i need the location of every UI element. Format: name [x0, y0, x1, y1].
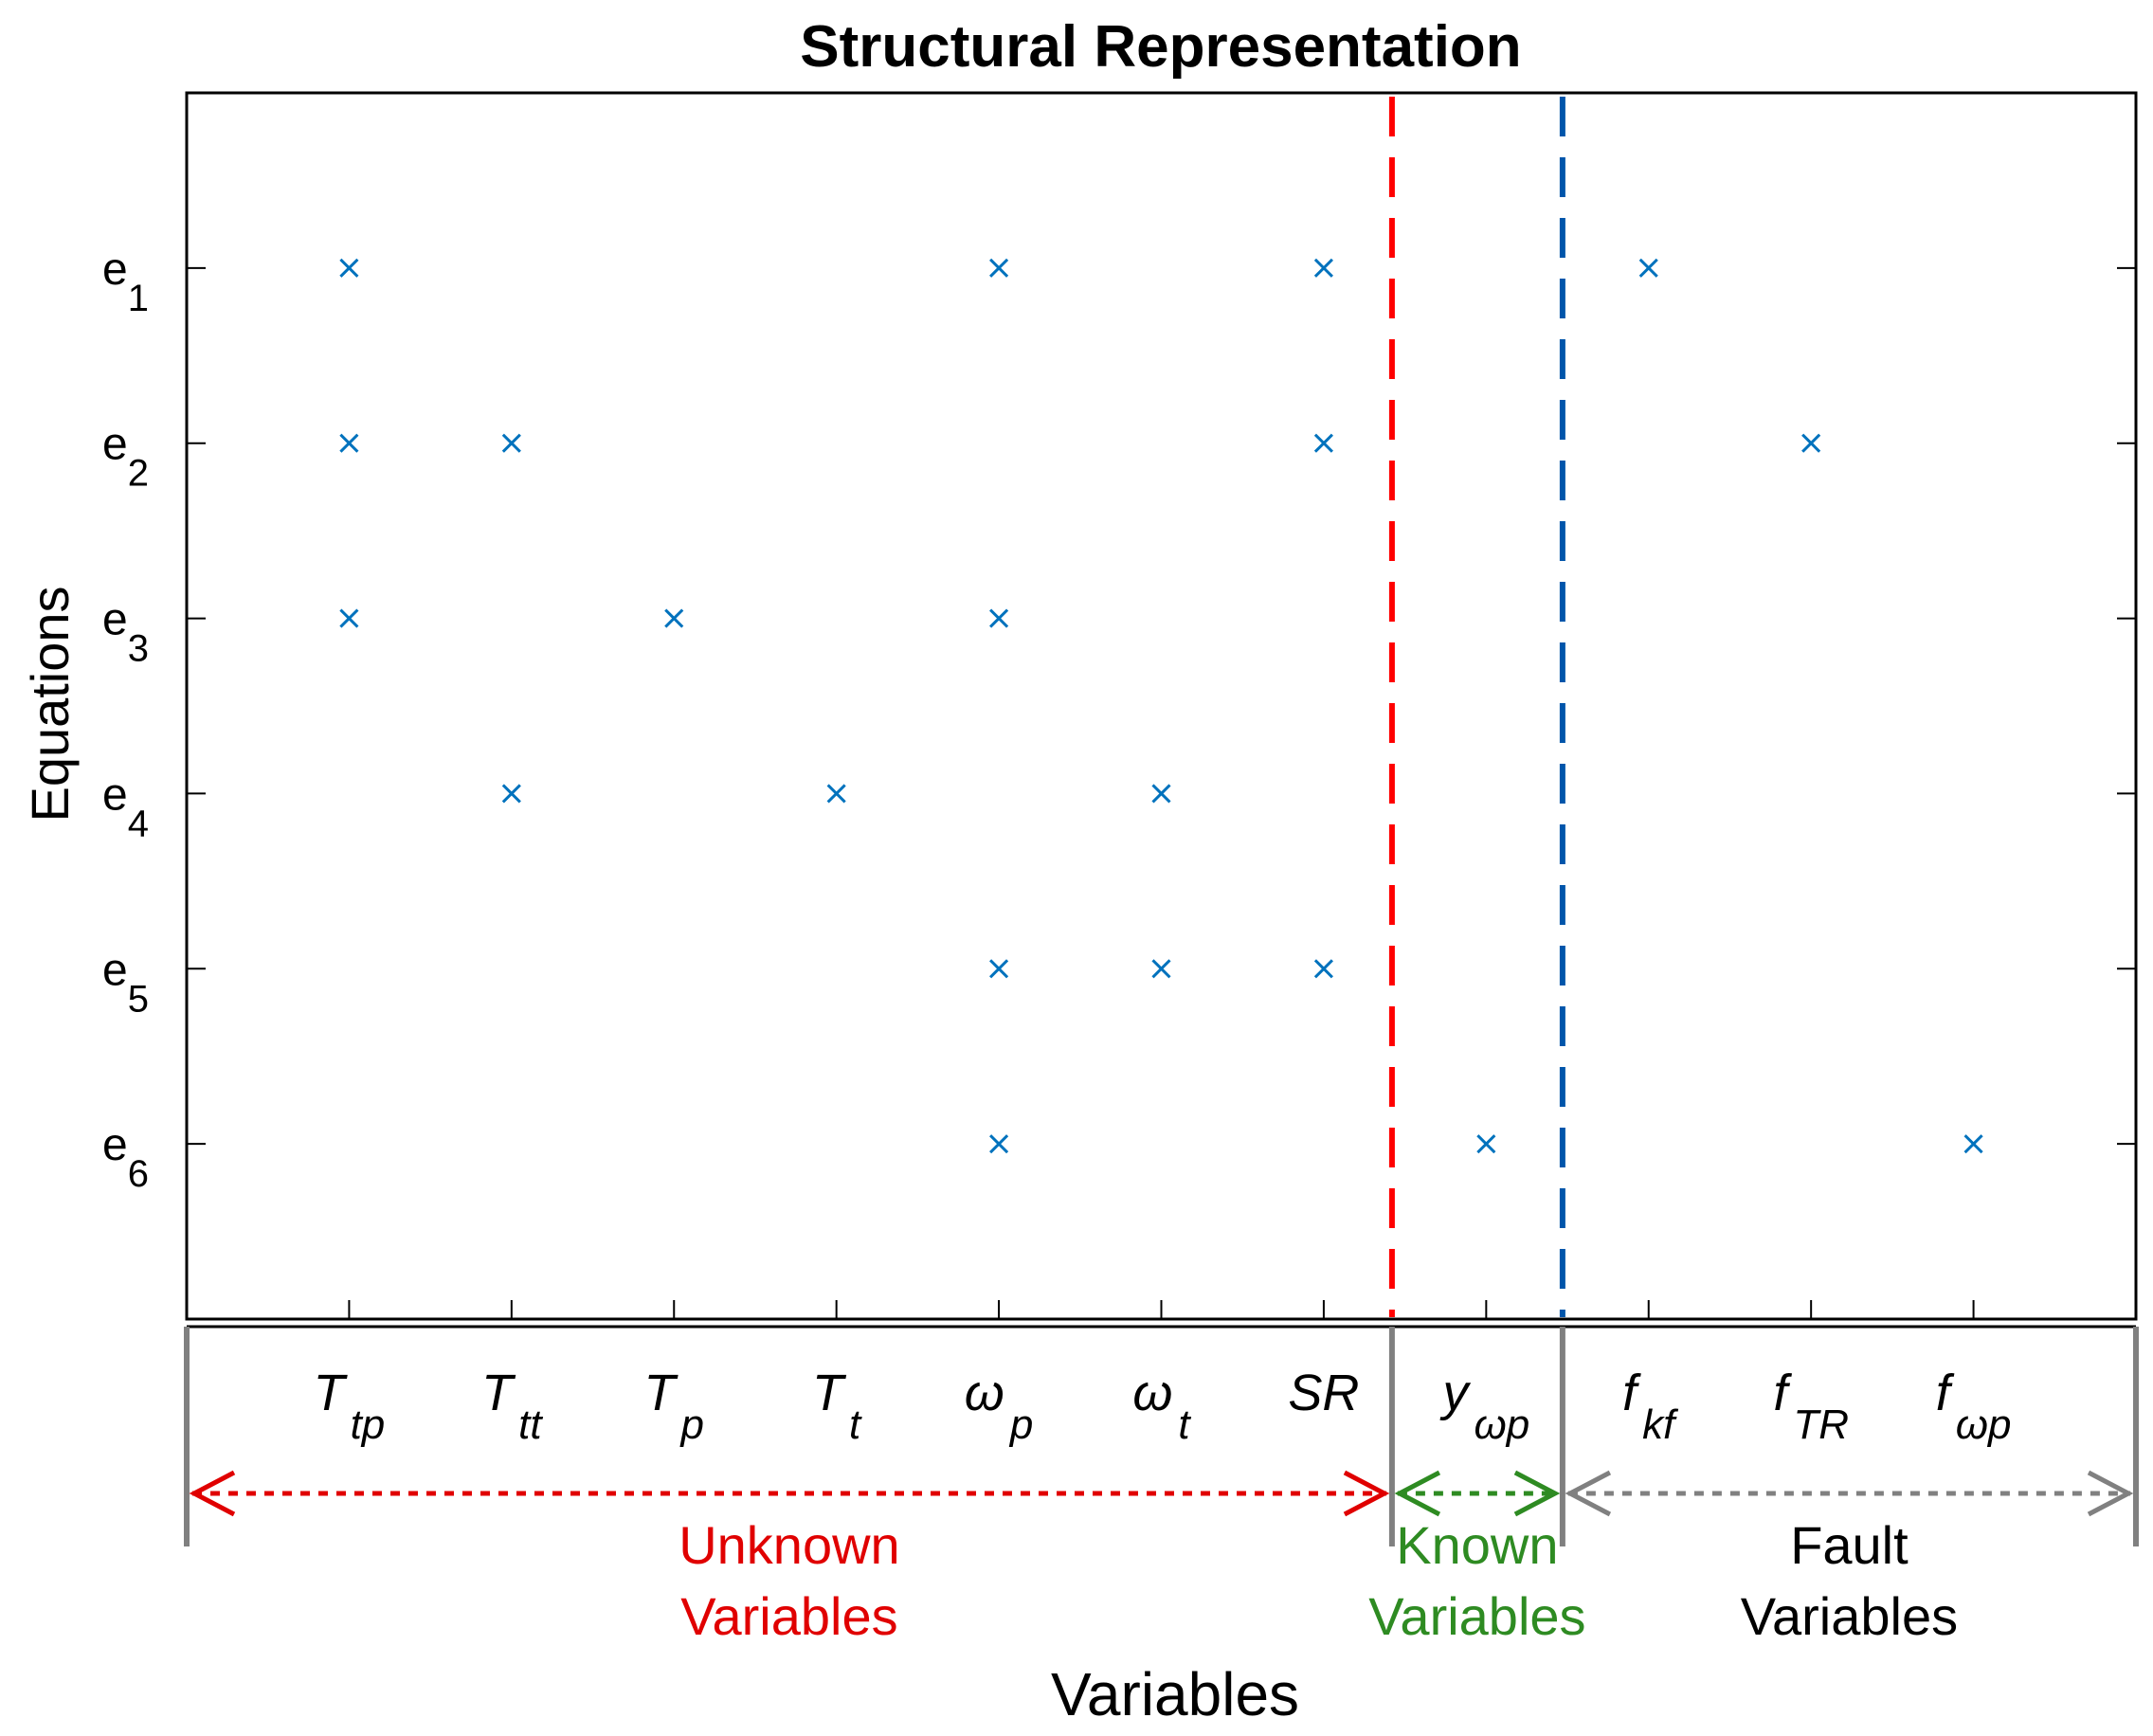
marker-stroke [1476, 1134, 1496, 1154]
marker-stroke [339, 258, 359, 278]
data-point-marker [1151, 784, 1171, 804]
x-tick-label: ωt [1132, 1365, 1191, 1448]
group-label-line1: Unknown [678, 1515, 899, 1575]
x-tick-label: Ttp [314, 1365, 386, 1448]
data-point-marker [664, 608, 684, 628]
group-arrow-head-right [2087, 1470, 2134, 1517]
data-point-marker [501, 784, 521, 804]
marker-stroke [989, 608, 1009, 628]
data-point-marker [1151, 959, 1171, 979]
group-label-line1: Known [1396, 1515, 1558, 1575]
x-tick-label: ωp [965, 1365, 1034, 1448]
marker-stroke [989, 258, 1009, 278]
marker-stroke [1313, 959, 1333, 979]
y-tick-label: e1 [102, 244, 149, 319]
marker-stroke [339, 433, 359, 453]
plot-area: e1 e2 e3 e4 e5 e6 Ttp Ttt Tp Tt ωp ωt SR yωp fkf fTR fωp [102, 91, 2138, 1448]
data-point-marker [339, 608, 359, 628]
group-arrow-head-right [1343, 1470, 1390, 1517]
y-tick-label: e3 [102, 595, 149, 670]
x-tick-label: Tt [812, 1365, 862, 1448]
x-tick-label: Ttt [481, 1365, 543, 1448]
group-arrow-head-right [1513, 1470, 1561, 1517]
data-point-marker [826, 784, 846, 804]
marker-stroke [1151, 959, 1171, 979]
data-point-marker [1476, 1134, 1496, 1154]
marker-stroke [501, 433, 521, 453]
x-tick-label: fTR [1773, 1365, 1849, 1448]
marker-stroke [989, 959, 1009, 979]
group-label-line2: Variables [1368, 1586, 1585, 1646]
data-point-marker [1963, 1134, 1983, 1154]
data-point-marker [339, 258, 359, 278]
marker-stroke [1313, 433, 1333, 453]
marker-stroke [1801, 433, 1821, 453]
data-point-marker [989, 959, 1009, 979]
marker-stroke [1638, 258, 1658, 278]
x-axis-label: Variables [1051, 1660, 1299, 1728]
marker-stroke [826, 784, 846, 804]
marker-stroke [339, 608, 359, 628]
group-label-line1: Fault [1790, 1515, 1909, 1575]
group-label-line2: Variables [680, 1586, 897, 1646]
data-point-marker [1313, 959, 1333, 979]
data-point-marker [989, 608, 1009, 628]
group-arrow-head-left [1394, 1470, 1441, 1517]
y-tick-label: e2 [102, 420, 149, 495]
data-point-marker [989, 1134, 1009, 1154]
data-point-marker [1313, 258, 1333, 278]
x-tick-label: fωp [1936, 1365, 2012, 1448]
x-tick-label: Tp [644, 1365, 704, 1448]
marker-stroke [1313, 258, 1333, 278]
marker-stroke [1963, 1134, 1983, 1154]
x-tick-label: SR [1288, 1365, 1359, 1421]
data-point-marker [501, 433, 521, 453]
data-point-marker [1638, 258, 1658, 278]
group-annotations: Unknown Variables Known Variables Fault Varia… [184, 1325, 2139, 1646]
data-point-marker [1801, 433, 1821, 453]
data-point-marker [989, 258, 1009, 278]
plot-frame [185, 91, 2138, 1321]
marker-stroke [989, 1134, 1009, 1154]
marker-stroke [1151, 784, 1171, 804]
marker-stroke [664, 608, 684, 628]
marker-stroke [501, 784, 521, 804]
data-point-marker [1313, 433, 1333, 453]
y-axis-label: Equations [20, 586, 80, 822]
x-tick-label: yωp [1438, 1365, 1529, 1448]
group-arrow-head-left [1565, 1470, 1612, 1517]
x-tick-label: fkf [1622, 1365, 1679, 1448]
data-point-marker [339, 433, 359, 453]
y-tick-label: e6 [102, 1120, 149, 1195]
group-arrow-head-left [189, 1470, 236, 1517]
chart-title: Structural Representation [800, 14, 1521, 80]
y-tick-label: e5 [102, 945, 149, 1020]
group-label-line2: Variables [1741, 1586, 1958, 1646]
y-tick-label: e4 [102, 769, 149, 844]
